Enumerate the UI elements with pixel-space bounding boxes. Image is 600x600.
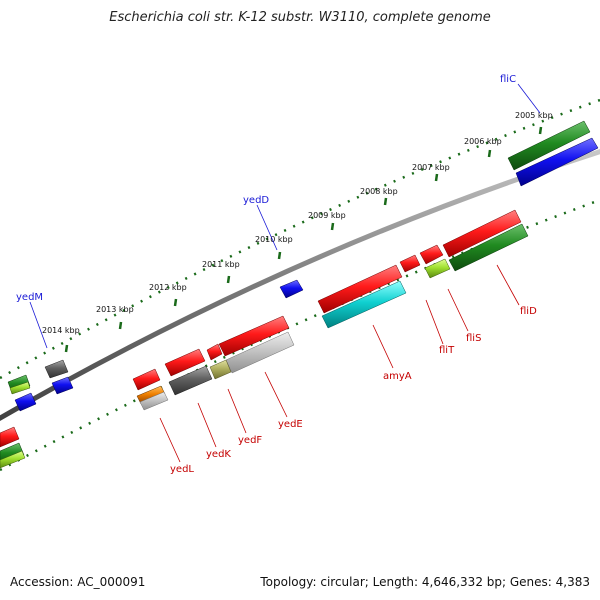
tick-2006	[487, 149, 492, 158]
gene-small-blue-left[interactable]	[14, 392, 37, 412]
gene-yedL[interactable]	[132, 368, 161, 391]
gene-yedE[interactable]	[218, 315, 290, 357]
genome-summary-text: Topology: circular; Length: 4,646,332 bp…	[260, 575, 590, 589]
label-fliS: fliS	[466, 333, 481, 344]
label-yedM: yedM	[16, 292, 43, 303]
gene-small-blue-1[interactable]	[51, 376, 74, 395]
gene-yedF[interactable]	[206, 343, 223, 361]
leader-yedK	[197, 402, 217, 448]
tick-label-2005: 2005 kbp	[515, 111, 553, 120]
tick-2005	[538, 126, 543, 135]
gene-amyA[interactable]	[317, 264, 403, 314]
tick-2009	[330, 222, 335, 231]
tick-label-2013: 2013 kbp	[96, 305, 134, 314]
label-fliD: fliD	[520, 306, 537, 317]
label-yedK: yedK	[206, 449, 231, 460]
gene-yedL-lightgrey[interactable]	[139, 391, 169, 411]
label-fliC: fliC	[500, 74, 516, 85]
label-yedE: yedE	[278, 419, 303, 430]
map-title: Escherichia coli str. K-12 substr. W3110…	[109, 10, 491, 25]
leader-fliT	[425, 299, 444, 345]
accession-text: Accession: AC_000091	[10, 575, 146, 589]
gene-yedM[interactable]	[44, 359, 69, 379]
leader-yedD	[256, 204, 278, 251]
upper-track-line	[0, 98, 600, 380]
gene-fliC-blue[interactable]	[515, 137, 599, 187]
tick-label-2014: 2014 kbp	[42, 326, 80, 335]
leader-yedM	[29, 301, 48, 349]
gene-yedK[interactable]	[164, 348, 206, 377]
label-yedL: yedL	[170, 464, 194, 475]
major-ticks	[64, 126, 543, 353]
tick-label-2009: 2009 kbp	[308, 211, 346, 220]
tick-2007	[434, 173, 439, 182]
leader-yedE	[264, 371, 288, 418]
tick-2008	[383, 197, 388, 206]
gene-fliS[interactable]	[419, 244, 444, 265]
leader-lines	[29, 83, 541, 463]
tick-label-2010: 2010 kbp	[255, 235, 293, 244]
gene-left-lime[interactable]	[0, 450, 26, 469]
label-yedD: yedD	[243, 195, 269, 206]
gene-amyA-cyan[interactable]	[321, 280, 407, 329]
gene-fliD-green[interactable]	[448, 223, 529, 272]
leader-amyA	[372, 324, 394, 369]
gene-small-lime-left[interactable]	[9, 381, 31, 395]
gene-left-red[interactable]	[0, 426, 20, 448]
tick-label-2011: 2011 kbp	[202, 260, 240, 269]
label-amyA: amyA	[383, 371, 412, 382]
gene-yedE-grey[interactable]	[225, 331, 295, 374]
tick-2010	[277, 251, 282, 260]
tick-label-2007: 2007 kbp	[412, 163, 450, 172]
leader-fliD	[496, 264, 520, 306]
gene-fliC-upper[interactable]	[507, 120, 591, 171]
gene-fliD[interactable]	[442, 209, 522, 258]
gene-yedK-grey[interactable]	[168, 365, 213, 396]
tick-2013	[118, 321, 123, 330]
leader-yedF	[227, 388, 247, 434]
gene-yedD[interactable]	[279, 279, 304, 299]
tick-label-2006: 2006 kbp	[464, 137, 502, 146]
label-yedF: yedF	[238, 435, 262, 446]
gene-fliT[interactable]	[399, 254, 421, 273]
gene-yedF-olive[interactable]	[209, 359, 232, 380]
genome-backbone	[0, 148, 600, 422]
tick-label-2012: 2012 kbp	[149, 283, 187, 292]
tick-2011	[226, 275, 231, 284]
leader-fliS	[447, 288, 469, 332]
leader-fliC	[517, 83, 541, 114]
tick-2012	[173, 298, 178, 307]
leader-yedL	[159, 417, 181, 463]
gene-fliS-lime[interactable]	[424, 258, 451, 279]
tick-label-2008: 2008 kbp	[360, 187, 398, 196]
label-fliT: fliT	[439, 345, 455, 356]
tick-2014	[64, 344, 69, 353]
